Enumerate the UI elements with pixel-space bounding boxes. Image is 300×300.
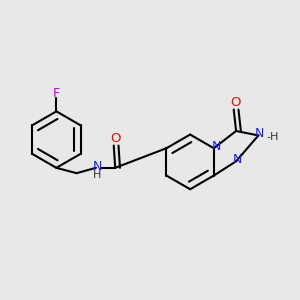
Text: O: O <box>111 132 121 145</box>
Text: O: O <box>231 96 241 109</box>
Text: H: H <box>93 170 102 180</box>
Text: -H: -H <box>267 132 279 142</box>
Text: F: F <box>53 87 60 100</box>
Text: N: N <box>233 153 242 166</box>
Text: N: N <box>93 160 102 173</box>
Text: N: N <box>255 127 265 140</box>
Text: N: N <box>212 140 221 153</box>
